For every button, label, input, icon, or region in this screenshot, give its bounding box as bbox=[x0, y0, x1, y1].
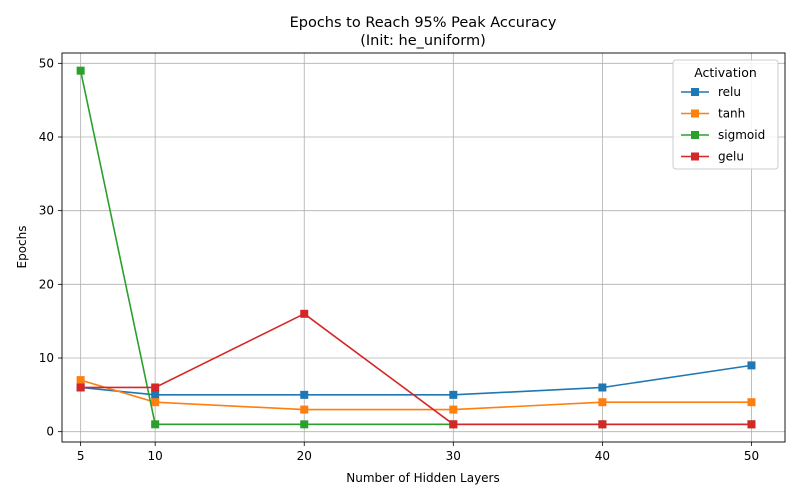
y-tick-label: 30 bbox=[39, 204, 54, 218]
chart-subtitle: (Init: he_uniform) bbox=[360, 33, 486, 49]
data-point-gelu bbox=[449, 420, 458, 429]
x-tick-label: 30 bbox=[446, 449, 461, 463]
data-point-relu bbox=[151, 390, 160, 399]
y-axis-label: Epochs bbox=[15, 226, 29, 269]
series-tanh bbox=[76, 376, 756, 414]
legend-entry-relu: relu bbox=[681, 85, 741, 99]
legend-label: gelu bbox=[718, 150, 744, 164]
y-tick-label: 0 bbox=[46, 425, 54, 439]
data-point-relu bbox=[449, 390, 458, 399]
series-relu bbox=[76, 361, 756, 399]
legend-label: relu bbox=[718, 85, 741, 99]
series-line-gelu bbox=[80, 313, 752, 426]
data-point-tanh bbox=[747, 398, 756, 407]
legend-marker bbox=[691, 109, 699, 118]
legend-marker bbox=[691, 131, 699, 139]
y-tick-label: 10 bbox=[39, 351, 54, 365]
legend-entries: relu tanh sigmoid gelu bbox=[681, 85, 765, 164]
legend-marker bbox=[691, 88, 699, 96]
x-tick-label: 20 bbox=[297, 449, 312, 463]
series-layer bbox=[76, 66, 756, 429]
data-point-gelu bbox=[300, 309, 309, 318]
data-point-tanh bbox=[598, 398, 607, 407]
series-line-relu bbox=[80, 364, 752, 396]
series-gelu bbox=[76, 309, 756, 429]
plot-frame bbox=[61, 52, 786, 443]
data-point-gelu bbox=[598, 420, 607, 429]
data-point-gelu bbox=[76, 383, 85, 392]
data-point-relu bbox=[747, 361, 756, 370]
legend-entry-sigmoid: sigmoid bbox=[681, 128, 765, 142]
legend-label: sigmoid bbox=[718, 128, 765, 142]
y-tick-label: 20 bbox=[39, 277, 54, 291]
legend: Activation relu tanh sigmoid gelu bbox=[672, 59, 779, 170]
data-point-tanh bbox=[449, 405, 458, 414]
x-tick-label: 50 bbox=[744, 449, 759, 463]
x-axis-label: Number of Hidden Layers bbox=[346, 471, 500, 485]
data-point-tanh bbox=[151, 398, 160, 407]
chart-title: Epochs to Reach 95% Peak Accuracy bbox=[290, 15, 557, 31]
legend-label: tanh bbox=[718, 107, 745, 121]
data-point-relu bbox=[598, 383, 607, 392]
x-tick-label: 5 bbox=[77, 449, 85, 463]
series-line-sigmoid bbox=[79, 70, 752, 426]
data-point-gelu bbox=[747, 420, 756, 429]
series-line-tanh bbox=[80, 379, 752, 411]
data-point-tanh bbox=[300, 405, 309, 414]
data-point-sigmoid bbox=[151, 420, 160, 429]
tick-layer: 5 10 20 30 40 50 0 10 20 30 40 50 bbox=[39, 56, 759, 463]
x-tick-label: 40 bbox=[595, 449, 610, 463]
data-point-gelu bbox=[151, 383, 160, 392]
legend-entry-tanh: tanh bbox=[681, 107, 745, 121]
data-point-relu bbox=[300, 390, 309, 399]
data-point-tanh bbox=[76, 376, 85, 385]
legend-box bbox=[672, 59, 779, 170]
legend-title: Activation bbox=[694, 65, 757, 80]
legend-marker bbox=[691, 152, 699, 161]
y-tick-label: 50 bbox=[39, 56, 54, 70]
y-tick-label: 40 bbox=[39, 130, 54, 144]
x-tick-label: 10 bbox=[148, 449, 163, 463]
data-point-sigmoid bbox=[300, 420, 309, 429]
series-sigmoid bbox=[76, 66, 756, 429]
data-point-sigmoid bbox=[76, 66, 85, 75]
legend-entry-gelu: gelu bbox=[681, 150, 744, 164]
